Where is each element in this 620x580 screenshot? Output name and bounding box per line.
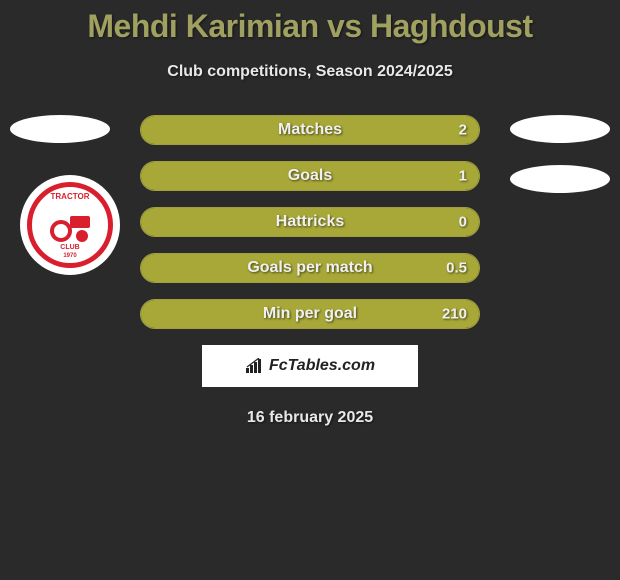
- tractor-icon: [50, 212, 90, 242]
- stat-label: Hattricks: [276, 213, 344, 231]
- stat-row: Matches 2: [140, 115, 480, 145]
- stat-row: Goals per match 0.5: [140, 253, 480, 283]
- club-badge-left: TRACTOR CLUB 1970: [20, 175, 120, 275]
- subtitle: Club competitions, Season 2024/2025: [0, 63, 620, 81]
- badge-bottom-text: CLUB: [60, 244, 79, 251]
- stat-rows: Matches 2 Goals 1 Hattricks 0 Goals per match 0…: [140, 115, 480, 329]
- stat-value-right: 0.5: [446, 260, 467, 277]
- badge-year: 1970: [63, 253, 76, 259]
- stat-row: Goals 1: [140, 161, 480, 191]
- stat-value-right: 1: [459, 168, 467, 185]
- player-left-placeholder: [10, 115, 110, 143]
- stat-label: Goals: [288, 167, 332, 185]
- stat-value-right: 2: [459, 122, 467, 139]
- stats-area: TRACTOR CLUB 1970 Matches 2 Goals 1 Hattrick…: [0, 115, 620, 329]
- bar-chart-icon: [245, 358, 265, 374]
- footer-brand-badge: FcTables.com: [202, 345, 418, 387]
- footer-date: 16 february 2025: [0, 409, 620, 427]
- stat-row: Hattricks 0: [140, 207, 480, 237]
- stat-label: Goals per match: [247, 259, 372, 277]
- tractor-club-badge: TRACTOR CLUB 1970: [27, 182, 113, 268]
- stat-value-right: 0: [459, 214, 467, 231]
- stat-value-right: 210: [442, 306, 467, 323]
- player-right-placeholder-2: [510, 165, 610, 193]
- footer-brand-text: FcTables.com: [269, 357, 375, 375]
- comparison-infographic: Mehdi Karimian vs Haghdoust Club competi…: [0, 0, 620, 427]
- stat-row: Min per goal 210: [140, 299, 480, 329]
- player-right-placeholder-1: [510, 115, 610, 143]
- badge-top-text: TRACTOR: [51, 192, 90, 201]
- page-title: Mehdi Karimian vs Haghdoust: [0, 0, 620, 45]
- stat-label: Min per goal: [263, 305, 357, 323]
- stat-label: Matches: [278, 121, 342, 139]
